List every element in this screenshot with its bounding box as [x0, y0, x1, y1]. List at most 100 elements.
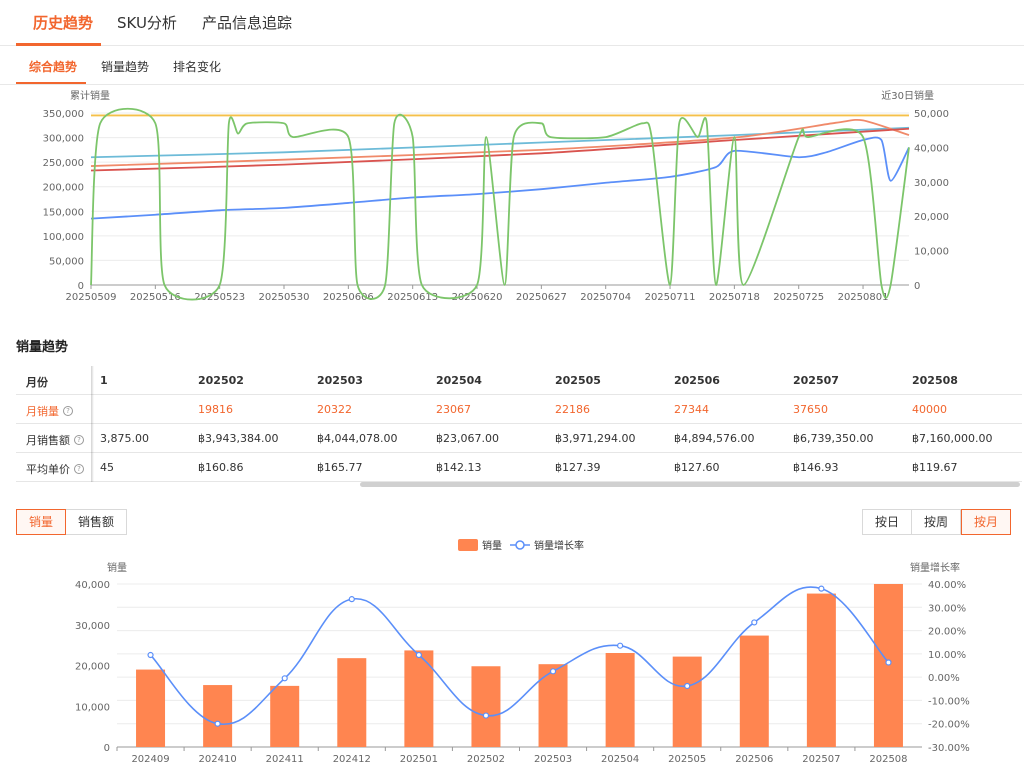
growth-rate-point-202504	[617, 642, 624, 649]
help-icon[interactable]: ?	[74, 464, 84, 474]
table-cell: 45	[100, 461, 114, 474]
table-cell: ฿160.86	[198, 461, 244, 474]
period-day-button[interactable]: 按日	[862, 509, 913, 535]
growth-rate-point-202502	[482, 712, 490, 719]
bar-202503	[538, 664, 568, 747]
left-tick-label: 50,000	[49, 256, 84, 267]
table-cell: ฿6,739,350.00	[793, 432, 874, 445]
x-tick-label: 20250613	[387, 292, 438, 303]
table-cell: 37650	[793, 403, 828, 416]
table-cell: ฿127.39	[555, 461, 601, 474]
growth-rate-point-202503	[549, 668, 557, 675]
x-tick-label: 202501	[400, 754, 438, 765]
period-month-button[interactable]: 按月	[961, 509, 1012, 535]
tab-sku-analysis[interactable]: SKU分析	[117, 14, 177, 32]
left-tick-label: 0	[104, 743, 110, 754]
table-cell: ฿7,160,000.00	[912, 432, 993, 445]
x-tick-label: 202411	[266, 754, 304, 765]
table-header-row: 月份 1 202502 202503 202504 202505 202506 202507 2…	[16, 366, 1022, 395]
tab-rank-change[interactable]: 排名变化	[173, 60, 222, 74]
left-tick-label: 0	[78, 281, 84, 292]
x-tick-label: 20250801	[838, 292, 889, 303]
x-tick-label: 20250509	[66, 292, 117, 303]
right-tick-label: -30.00%	[928, 743, 970, 754]
bar-202505	[672, 656, 702, 747]
left-tick-label: 10,000	[75, 702, 110, 713]
bar-202501	[404, 650, 434, 747]
x-tick-label: 20250523	[194, 292, 245, 303]
metric-sales-amount-button[interactable]: 销售额	[66, 509, 128, 535]
x-tick-label: 20250711	[645, 292, 696, 303]
left-tick-label: 30,000	[75, 621, 110, 632]
sales-trend-table: 月份 1 202502 202503 202504 202505 202506 202507 2…	[16, 366, 1022, 483]
x-tick-label: 202506	[735, 754, 773, 765]
metric-toggle: 销量 销售额	[16, 509, 128, 535]
help-icon[interactable]: ?	[74, 435, 84, 445]
growth-rate-point-202412	[348, 596, 355, 603]
bar-202504	[605, 653, 635, 747]
x-tick-label: 20250530	[259, 292, 310, 303]
legend-bar-swatch	[458, 539, 478, 551]
bar-202507	[806, 593, 836, 747]
active-tab-indicator	[16, 43, 101, 46]
growth-rate-point-202505	[684, 682, 691, 690]
left-tick-label: 250,000	[43, 158, 84, 169]
header-month-cell: 202502	[198, 374, 244, 387]
right-tick-label: 40,000	[914, 143, 949, 154]
table-cell: ฿3,971,294.00	[555, 432, 636, 445]
right-tick-label: 30.00%	[928, 603, 966, 614]
growth-rate-point-202409	[147, 651, 154, 659]
period-week-button[interactable]: 按周	[912, 509, 962, 535]
growth-rate-line	[149, 586, 890, 726]
growth-rate-point-202508	[885, 659, 892, 666]
growth-rate-point-202506	[751, 619, 758, 626]
table-cell: ฿142.13	[436, 461, 482, 474]
tab-sales-trend[interactable]: 销量趋势	[101, 60, 150, 74]
right-tick-label: 40.00%	[928, 580, 966, 591]
row-label-text: 月销量	[26, 405, 59, 418]
left-tick-label: 200,000	[43, 183, 84, 194]
bar-202411	[270, 685, 300, 747]
table-cell: ฿23,067.00	[436, 432, 499, 445]
table-cell: 27344	[674, 403, 709, 416]
growth-rate-point-202501	[415, 651, 422, 659]
series-line-4	[90, 136, 910, 220]
tab-overall-trend[interactable]: 综合趋势	[29, 60, 78, 74]
row-label: 月销售额?	[26, 432, 84, 448]
x-tick-label: 20250718	[709, 292, 760, 303]
right-tick-label: 0.00%	[928, 673, 960, 684]
header-month-cell: 202504	[436, 374, 482, 387]
x-tick-label: 20250620	[452, 292, 503, 303]
left-axis-title: 销量	[107, 561, 127, 574]
active-subtab-indicator	[16, 82, 86, 84]
left-tick-label: 40,000	[75, 580, 110, 591]
x-tick-label: 202508	[869, 754, 907, 765]
tab-history-trend[interactable]: 历史趋势	[33, 14, 94, 32]
table-cell: ฿165.77	[317, 461, 363, 474]
right-axis-title: 近30日销量	[881, 89, 934, 102]
header-month-cell: 202506	[674, 374, 720, 387]
help-icon[interactable]: ?	[63, 406, 73, 416]
legend-line-marker	[515, 540, 525, 550]
left-tick-label: 350,000	[43, 109, 84, 120]
header-month-cell: 202508	[912, 374, 958, 387]
bar-202412	[337, 658, 367, 747]
x-tick-label: 202412	[333, 754, 371, 765]
row-label-text: 平均单价	[26, 463, 70, 476]
tab-product-tracking[interactable]: 产品信息追踪	[202, 14, 293, 32]
table-horizontal-scrollbar[interactable]	[360, 482, 1020, 487]
table-cell: 40000	[912, 403, 947, 416]
x-tick-label: 20250516	[130, 292, 181, 303]
top-tab-bar: 历史趋势 SKU分析 产品信息追踪	[0, 0, 1024, 46]
table-row: 平均单价? 45 ฿160.86 ฿165.77 ฿142.13 ฿127.39 ฿127.…	[16, 453, 1022, 482]
period-toggle: 按日 按周 按月	[862, 509, 1012, 535]
x-tick-label: 202507	[802, 754, 840, 765]
x-tick-label: 202409	[131, 754, 169, 765]
metric-sales-volume-button[interactable]: 销量	[16, 509, 67, 535]
bar-202410	[203, 685, 233, 747]
series-line-5	[90, 107, 910, 301]
legend-line-label: 销量增长率	[534, 539, 584, 552]
header-month-cell: 202503	[317, 374, 363, 387]
table-cell: 20322	[317, 403, 352, 416]
